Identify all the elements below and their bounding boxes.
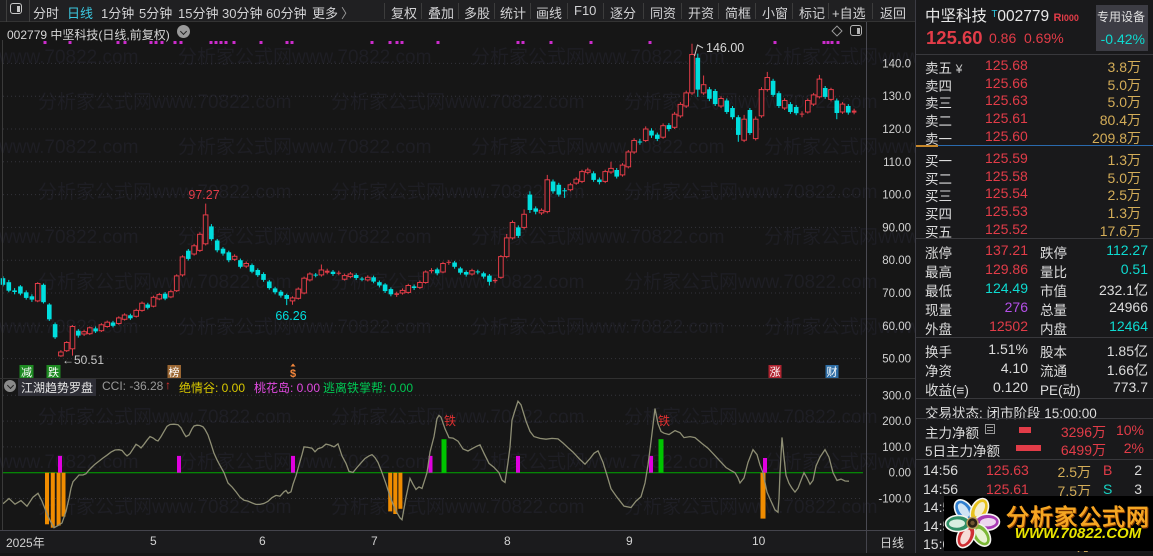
svg-text:100.0: 100.0 xyxy=(882,190,911,202)
svg-text:80.00: 80.00 xyxy=(882,255,911,267)
svg-text:分析家公式网www.70822.com: 分析家公式网www.70822.com xyxy=(38,181,291,203)
svg-text:分析家公式网www.70822.com: 分析家公式网www.70822.com xyxy=(764,226,1017,248)
svg-text:分析家公式网www.70822.com: 分析家公式网www.70822.com xyxy=(471,226,724,248)
svg-text:-100.0: -100.0 xyxy=(878,494,911,506)
svg-text:铁: 铁 xyxy=(444,414,456,428)
svg-text:97.27: 97.27 xyxy=(188,188,219,202)
svg-text:分析家公式网www.70822.com: 分析家公式网www.70822.com xyxy=(471,316,724,338)
svg-text:涨: 涨 xyxy=(770,366,781,379)
svg-text:200.0: 200.0 xyxy=(882,416,911,428)
svg-text:0.00: 0.00 xyxy=(889,468,911,480)
svg-text:分析家公式网www.70822.com: 分析家公式网www.70822.com xyxy=(38,406,291,428)
svg-text:300.0: 300.0 xyxy=(882,390,911,402)
svg-text:分析家公式网www.70822.com: 分析家公式网www.70822.com xyxy=(0,451,138,473)
svg-text:榜: 榜 xyxy=(169,365,180,379)
svg-text:70.00: 70.00 xyxy=(882,288,911,300)
svg-text:分析家公式网www.70822.com: 分析家公式网www.70822.com xyxy=(38,496,291,518)
svg-text:120.0: 120.0 xyxy=(882,124,911,136)
svg-text:$: $ xyxy=(290,368,296,380)
svg-text:60.00: 60.00 xyxy=(882,321,911,333)
svg-text:146.00: 146.00 xyxy=(706,41,744,55)
svg-text:分析家公式网www.70822.com: 分析家公式网www.70822.com xyxy=(764,316,1017,338)
svg-text:140.0: 140.0 xyxy=(882,58,911,70)
svg-text:跌: 跌 xyxy=(48,365,59,379)
svg-text:分析家公式网www.70822.com: 分析家公式网www.70822.com xyxy=(764,136,1017,158)
svg-text:分析家公式网www.70822.com: 分析家公式网www.70822.com xyxy=(178,226,431,248)
svg-text:减: 减 xyxy=(21,366,32,379)
svg-text:分析家公式网www.70822.com: 分析家公式网www.70822.com xyxy=(38,271,291,293)
svg-text:分析家公式网www.70822.com: 分析家公式网www.70822.com xyxy=(624,496,877,518)
svg-text:分析家公式网www.70822.com: 分析家公式网www.70822.com xyxy=(0,316,138,338)
svg-text:分析家公式网www.70822.com: 分析家公式网www.70822.com xyxy=(178,451,431,473)
svg-text:100.0: 100.0 xyxy=(882,442,911,454)
svg-text:90.00: 90.00 xyxy=(882,222,911,234)
svg-text:分析家公式网www.70822.com: 分析家公式网www.70822.com xyxy=(178,316,431,338)
svg-text:分析家公式网www.70822.com: 分析家公式网www.70822.com xyxy=(178,136,431,158)
svg-text:130.0: 130.0 xyxy=(882,91,911,103)
svg-text:分析家公式网www.70822.com: 分析家公式网www.70822.com xyxy=(471,136,724,158)
svg-text:分析家公式网www.70822.com: 分析家公式网www.70822.com xyxy=(624,181,877,203)
svg-text:分析家公式网www.70822.com: 分析家公式网www.70822.com xyxy=(0,46,138,68)
svg-text:50.00: 50.00 xyxy=(882,354,911,366)
svg-text:分析家公式网www.70822.com: 分析家公式网www.70822.com xyxy=(0,136,138,158)
svg-text:分析家公式网www.70822.com: 分析家公式网www.70822.com xyxy=(624,91,877,113)
svg-text:分析家公式网www.70822.com: 分析家公式网www.70822.com xyxy=(0,226,138,248)
svg-text:分析家公式网www.70822.com: 分析家公式网www.70822.com xyxy=(764,451,1017,473)
svg-text:66.26: 66.26 xyxy=(275,309,306,323)
svg-text:分析家公式网www.70822.com: 分析家公式网www.70822.com xyxy=(624,271,877,293)
svg-text:分析家公式网www.70822.com: 分析家公式网www.70822.com xyxy=(38,91,291,113)
svg-text:分析家公式网www.70822.com: 分析家公式网www.70822.com xyxy=(331,91,584,113)
svg-text:财: 财 xyxy=(827,365,838,379)
svg-text:分析家公式网www.70822.com: 分析家公式网www.70822.com xyxy=(764,46,1017,68)
svg-text:110.0: 110.0 xyxy=(883,157,911,169)
svg-text:分析家公式网www.70822.com: 分析家公式网www.70822.com xyxy=(331,496,584,518)
svg-text:铁: 铁 xyxy=(658,414,670,428)
svg-text:分析家公式网www.70822.com: 分析家公式网www.70822.com xyxy=(331,271,584,293)
svg-text:分析家公式网www.70822.com: 分析家公式网www.70822.com xyxy=(624,406,877,428)
svg-text:分析家公式网www.70822.com: 分析家公式网www.70822.com xyxy=(471,46,724,68)
svg-text:←50.51: ←50.51 xyxy=(62,353,104,367)
svg-text:分析家公式网www.70822.com: 分析家公式网www.70822.com xyxy=(331,181,584,203)
svg-text:分析家公式网www.70822.com: 分析家公式网www.70822.com xyxy=(178,46,431,68)
svg-text:分析家公式网www.70822.com: 分析家公式网www.70822.com xyxy=(331,406,584,428)
